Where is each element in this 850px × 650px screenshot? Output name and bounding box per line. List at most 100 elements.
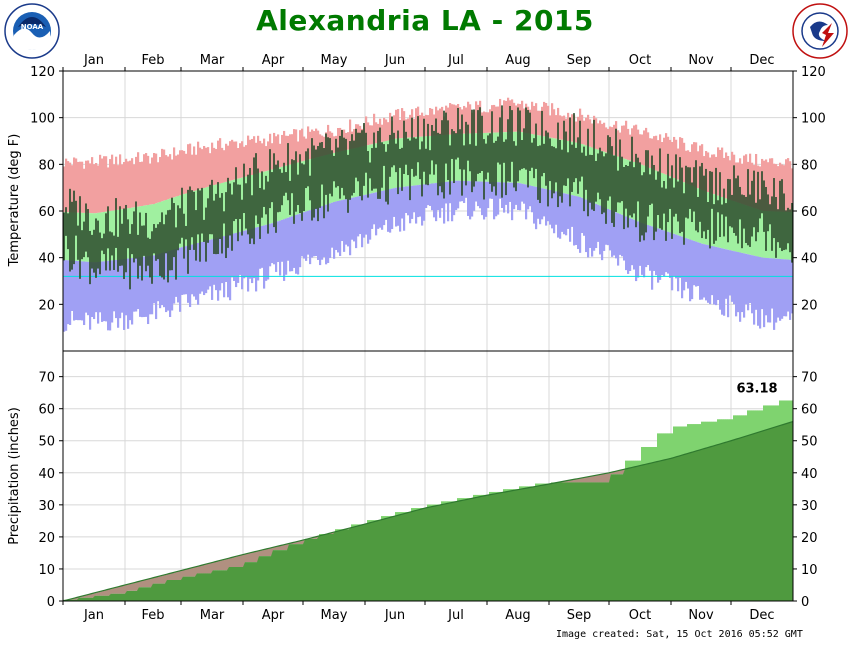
record-low-bar <box>721 248 724 315</box>
record-low-bar <box>333 202 336 259</box>
precip-observed-below-bar <box>261 550 264 557</box>
observed-temp-bar <box>391 116 393 168</box>
record-low-bar <box>665 231 668 273</box>
record-low-bar <box>391 188 394 230</box>
precip-observed-below-bar <box>205 564 208 574</box>
precip-observed-above-bar <box>677 426 680 457</box>
observed-temp-bar <box>715 167 717 241</box>
normal-range-bar <box>203 188 206 242</box>
observed-temp-bar <box>595 160 597 202</box>
precipitation-ytick-label: 40 <box>38 467 55 482</box>
observed-temp-bar <box>423 118 425 172</box>
record-low-bar <box>343 199 346 252</box>
observed-temp-bar <box>257 168 259 224</box>
observed-temp-bar <box>361 130 363 201</box>
observed-temp-bar <box>787 207 789 244</box>
observed-temp-bar <box>565 131 567 186</box>
precip-observed-below-bar <box>95 592 98 596</box>
record-low-bar <box>519 183 522 211</box>
record-low-bar <box>589 201 592 248</box>
observed-temp-bar <box>377 130 379 199</box>
record-high-bar <box>395 109 398 139</box>
observed-temp-bar <box>681 167 683 232</box>
precip-observed-above-bar <box>649 446 652 464</box>
record-low-bar <box>585 199 588 253</box>
record-high-bar <box>713 154 716 195</box>
record-low-bar <box>359 196 362 235</box>
observed-temp-bar <box>273 153 275 228</box>
record-low-bar <box>169 250 172 317</box>
record-high-bar <box>533 105 536 135</box>
record-high-bar <box>551 103 554 138</box>
precip-observed-above-bar <box>397 512 400 516</box>
record-low-bar <box>435 183 438 222</box>
precip-observed-below-bar <box>265 549 268 557</box>
record-low-bar <box>195 243 198 300</box>
record-high-bar <box>661 142 664 174</box>
observed-temp-bar <box>471 109 473 193</box>
observed-temp-bar <box>371 148 373 191</box>
observed-temp-bar <box>495 140 497 196</box>
record-low-bar <box>613 211 616 256</box>
observed-temp-bar <box>569 117 571 207</box>
precip-observed-above-bar <box>367 520 370 524</box>
record-low-bar <box>433 183 436 218</box>
record-high-bar <box>235 141 238 180</box>
observed-temp-bar <box>637 157 639 202</box>
observed-temp-bar <box>165 214 167 254</box>
record-high-bar <box>253 136 256 175</box>
record-low-bar <box>209 239 212 287</box>
record-high-bar <box>589 119 592 147</box>
record-low-bar <box>671 233 674 291</box>
observed-temp-bar <box>187 189 189 274</box>
record-high-bar <box>305 138 308 161</box>
precip-observed-below-bar <box>83 595 86 598</box>
observed-temp-bar <box>99 232 101 275</box>
record-high-bar <box>401 108 404 139</box>
record-high-bar <box>129 160 132 208</box>
record-low-bar <box>405 186 408 213</box>
record-high-bar <box>755 153 758 209</box>
precip-observed-above-bar <box>739 415 742 439</box>
record-low-bar <box>685 238 688 282</box>
observed-temp-bar <box>669 178 671 209</box>
record-high-bar <box>469 104 472 134</box>
record-high-bar <box>571 114 574 142</box>
record-high-bar <box>121 164 124 210</box>
record-low-bar <box>245 230 248 278</box>
precip-observed-below-bar <box>191 567 194 577</box>
observed-temp-bar <box>521 140 523 169</box>
precip-observed-above-bar <box>705 421 708 449</box>
observed-temp-bar <box>579 120 581 182</box>
observed-temp-bar <box>239 184 241 220</box>
precip-observed-below-bar <box>91 593 94 598</box>
record-high-bar <box>467 101 470 134</box>
precip-observed-above-bar <box>403 512 406 514</box>
observed-temp-bar <box>103 233 105 255</box>
record-low-bar <box>663 230 666 277</box>
record-high-bar <box>641 134 644 165</box>
observed-temp-bar <box>105 213 107 271</box>
record-high-bar <box>97 165 100 213</box>
record-low-bar <box>507 182 510 214</box>
record-low-bar <box>217 237 220 301</box>
observed-temp-bar <box>467 124 469 161</box>
record-high-bar <box>495 106 498 133</box>
record-low-bar <box>165 251 168 313</box>
observed-temp-bar <box>297 174 299 206</box>
month-label-top: Feb <box>141 53 164 68</box>
normal-range-bar <box>689 184 692 240</box>
record-low-bar <box>257 227 260 281</box>
precip-observed-below-bar <box>141 580 144 588</box>
observed-temp-bar <box>463 145 465 170</box>
temperature-yticks-right: 20 40 60 80 100 120 <box>793 65 826 313</box>
record-low-bar <box>309 210 312 265</box>
record-high-bar <box>187 144 190 193</box>
record-high-bar <box>575 121 578 143</box>
precip-observed-above-bar <box>781 400 784 426</box>
record-low-bar <box>221 236 224 284</box>
record-low-bar <box>183 246 186 295</box>
precip-observed-below-bar <box>563 481 566 483</box>
record-low-bar <box>513 182 516 210</box>
precip-observed-above-bar <box>635 460 638 467</box>
